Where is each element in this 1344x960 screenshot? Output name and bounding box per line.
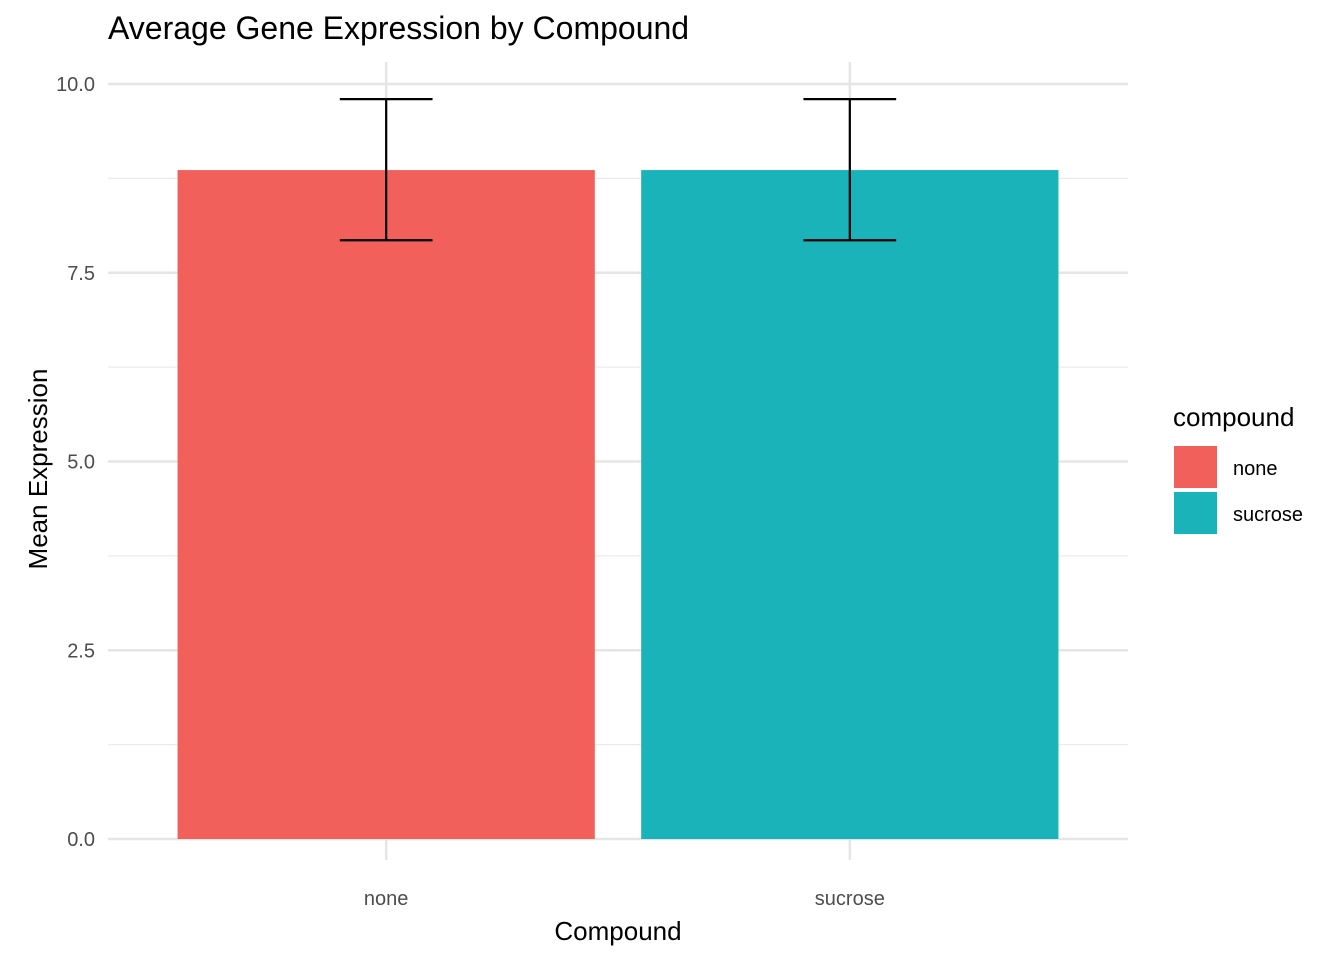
y-tick-label: 7.5 <box>67 263 95 285</box>
x-axis-title: Compound <box>554 916 681 946</box>
chart-title: Average Gene Expression by Compound <box>108 10 689 46</box>
y-axis-title: Mean Expression <box>23 369 53 570</box>
legend-key-none <box>1174 446 1217 488</box>
y-tick-label: 0.0 <box>67 829 95 851</box>
y-tick-label: 10.0 <box>56 74 95 96</box>
x-tick-label: none <box>364 888 409 910</box>
y-tick-label: 5.0 <box>67 452 95 474</box>
bar-sucrose <box>641 170 1059 839</box>
y-tick-labels: 0.0 2.5 5.0 7.5 10.0 <box>56 74 95 851</box>
legend-label-none: none <box>1233 458 1278 480</box>
bar-none <box>177 170 595 839</box>
legend-title: compound <box>1173 402 1294 432</box>
legend-label-sucrose: sucrose <box>1233 504 1303 526</box>
bars <box>177 170 1059 839</box>
x-tick-labels: none sucrose <box>364 888 885 910</box>
x-tick-label: sucrose <box>815 888 885 910</box>
error-bar-none <box>339 97 433 242</box>
error-bar-sucrose <box>803 97 897 242</box>
legend: compound none sucrose <box>1173 402 1303 534</box>
y-tick-label: 2.5 <box>67 640 95 662</box>
error-bars <box>339 97 897 242</box>
legend-key-sucrose <box>1174 492 1217 534</box>
